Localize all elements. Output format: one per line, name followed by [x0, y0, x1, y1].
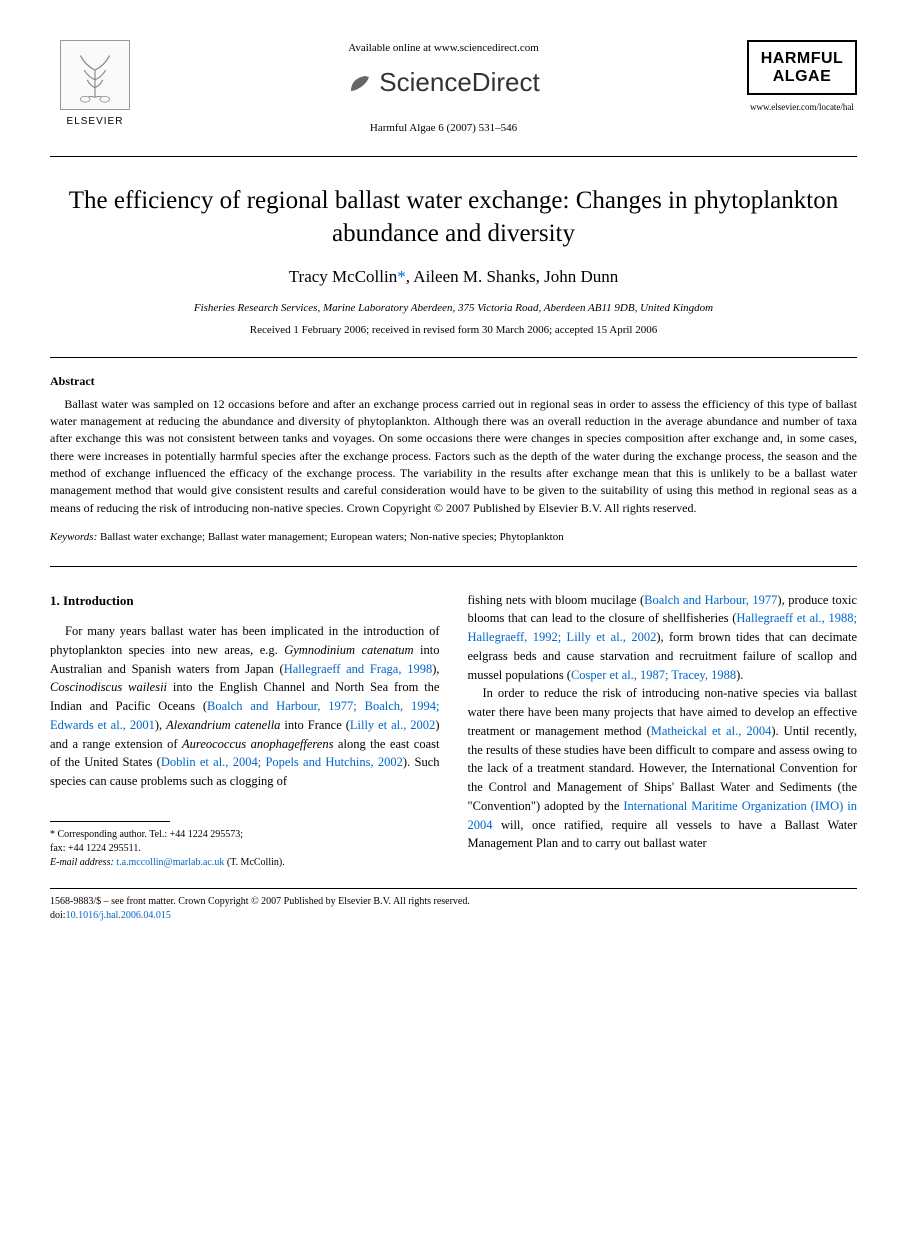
publisher-label: ELSEVIER	[67, 114, 124, 129]
header-center: Available online at www.sciencedirect.co…	[140, 40, 747, 136]
citation-link[interactable]: Hallegraeff and Fraga, 1998	[284, 662, 433, 676]
doi-label: doi:	[50, 910, 66, 921]
header-rule	[50, 156, 857, 157]
abstract-body: Ballast water was sampled on 12 occasion…	[50, 396, 857, 518]
keywords-list: Ballast water exchange; Ballast water ma…	[100, 531, 564, 543]
copyright-line: 1568-9883/$ – see front matter. Crown Co…	[50, 895, 857, 909]
journal-cover-box: HARMFUL ALGAE	[747, 40, 857, 95]
post-abstract-rule	[50, 566, 857, 567]
doi-line: doi:10.1016/j.hal.2006.04.015	[50, 909, 857, 923]
intro-paragraph-1: For many years ballast water has been im…	[50, 622, 440, 791]
author-rest: , Aileen M. Shanks, John Dunn	[406, 267, 619, 286]
header: ELSEVIER Available online at www.science…	[50, 40, 857, 136]
intro-paragraph-1-cont: fishing nets with bloom mucilage (Boalch…	[468, 591, 858, 685]
sciencedirect-icon	[347, 69, 373, 95]
species-name: Coscinodiscus wailesii	[50, 680, 167, 694]
corresponding-footnote: * Corresponding author. Tel.: +44 1224 2…	[50, 828, 440, 870]
sciencedirect-logo: ScienceDirect	[155, 63, 732, 102]
footnote-tel: * Corresponding author. Tel.: +44 1224 2…	[50, 828, 440, 842]
text-run: ),	[155, 718, 166, 732]
doi-link[interactable]: 10.1016/j.hal.2006.04.015	[66, 910, 171, 921]
email-attribution: (T. McCollin).	[224, 857, 284, 868]
keywords-label: Keywords:	[50, 531, 97, 543]
species-name: Gymnodinium catenatum	[284, 643, 413, 657]
affiliation: Fisheries Research Services, Marine Labo…	[50, 300, 857, 317]
citation-link[interactable]: Matheickal et al., 2004	[651, 724, 772, 738]
footnote-email-line: E-mail address: t.a.mccollin@marlab.ac.u…	[50, 856, 440, 870]
email-label: E-mail address:	[50, 857, 114, 868]
corresponding-star-icon: *	[397, 267, 406, 286]
section-1-heading: 1. Introduction	[50, 591, 440, 611]
journal-cover: HARMFUL ALGAE www.elsevier.com/locate/ha…	[747, 40, 857, 115]
journal-cover-title-2: ALGAE	[753, 68, 851, 86]
right-column: fishing nets with bloom mucilage (Boalch…	[468, 591, 858, 870]
text-run: fishing nets with bloom mucilage (	[468, 593, 645, 607]
keywords: Keywords: Ballast water exchange; Ballas…	[50, 529, 857, 546]
author-1: Tracy McCollin	[289, 267, 397, 286]
footnote-fax: fax: +44 1224 295511.	[50, 842, 440, 856]
pre-abstract-rule	[50, 357, 857, 358]
journal-reference: Harmful Algae 6 (2007) 531–546	[155, 120, 732, 137]
footnote-rule	[50, 821, 170, 822]
abstract-heading: Abstract	[50, 372, 857, 390]
available-online-text: Available online at www.sciencedirect.co…	[155, 40, 732, 57]
citation-link[interactable]: Cosper et al., 1987; Tracey, 1988	[571, 668, 736, 682]
article-title: The efficiency of regional ballast water…	[50, 185, 857, 250]
email-link[interactable]: t.a.mccollin@marlab.ac.uk	[116, 857, 224, 868]
citation-link[interactable]: Doblin et al., 2004; Popels and Hutchins…	[161, 755, 403, 769]
intro-paragraph-2: In order to reduce the risk of introduci…	[468, 684, 858, 853]
authors: Tracy McCollin*, Aileen M. Shanks, John …	[50, 264, 857, 290]
text-run: ).	[736, 668, 743, 682]
citation-link[interactable]: Boalch and Harbour, 1977	[644, 593, 777, 607]
body-columns: 1. Introduction For many years ballast w…	[50, 591, 857, 870]
citation-link[interactable]: Lilly et al., 2002	[350, 718, 435, 732]
journal-url: www.elsevier.com/locate/hal	[747, 101, 857, 115]
text-run: will, once ratified, require all vessels…	[468, 818, 858, 851]
sciencedirect-text: ScienceDirect	[379, 63, 539, 102]
text-run: ),	[432, 662, 439, 676]
article-dates: Received 1 February 2006; received in re…	[50, 322, 857, 339]
species-name: Aureococcus anophagefferens	[182, 737, 333, 751]
species-name: Alexandrium catenella	[166, 718, 280, 732]
left-column: 1. Introduction For many years ballast w…	[50, 591, 440, 870]
elsevier-tree-icon	[60, 40, 130, 110]
journal-cover-title-1: HARMFUL	[753, 50, 851, 68]
publisher-logo-block: ELSEVIER	[50, 40, 140, 129]
footer-rule	[50, 888, 857, 889]
text-run: into France (	[280, 718, 349, 732]
